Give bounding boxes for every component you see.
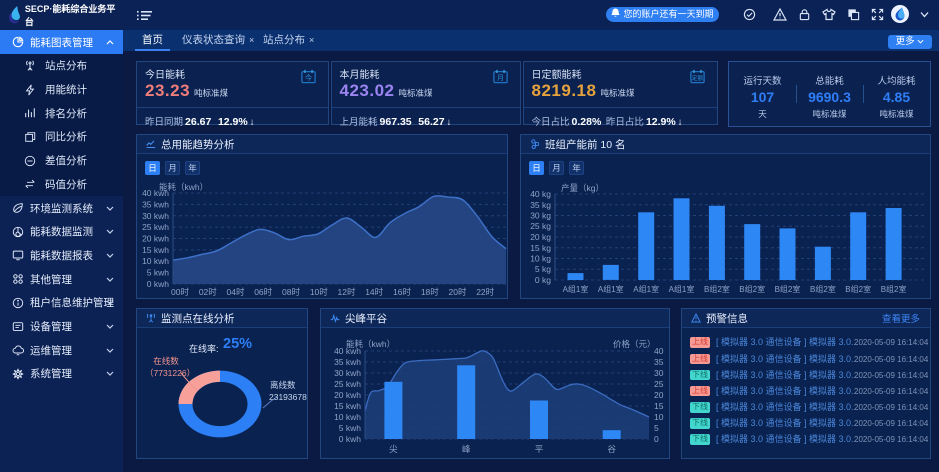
svg-text:22时: 22时 [476,287,494,297]
svg-text:A组1室: A组1室 [563,284,589,294]
svg-text:0 kg: 0 kg [535,275,551,285]
svg-text:16时: 16时 [393,287,411,297]
svg-text:定额: 定额 [692,74,704,82]
svg-text:A组1室: A组1室 [633,284,659,294]
svg-text:25 kwh: 25 kwh [334,379,361,389]
svg-text:18时: 18时 [421,287,439,297]
svg-text:20时: 20时 [449,287,467,297]
svg-text:5: 5 [654,423,659,433]
svg-text:02时: 02时 [199,287,217,297]
svg-text:A组1室: A组1室 [598,284,624,294]
svg-text:12时: 12时 [338,287,356,297]
svg-text:10: 10 [654,412,664,422]
svg-text:40 kwh: 40 kwh [334,346,361,356]
svg-text:23193678: 23193678 [269,392,307,402]
svg-text:10 kwh: 10 kwh [142,256,169,266]
svg-text:30 kwh: 30 kwh [142,211,169,221]
svg-text:15 kg: 15 kg [530,243,551,253]
svg-text:20 kg: 20 kg [530,232,551,242]
svg-text:0: 0 [654,434,659,444]
svg-text:25 kwh: 25 kwh [142,222,169,232]
svg-text:08时: 08时 [282,287,300,297]
svg-text:B组2室: B组2室 [845,284,871,294]
svg-text:20 kwh: 20 kwh [334,390,361,400]
svg-text:月: 月 [496,74,503,82]
svg-text:B组2室: B组2室 [881,284,907,294]
svg-text:平: 平 [535,444,544,454]
svg-text:30 kg: 30 kg [530,211,551,221]
svg-text:10 kg: 10 kg [530,254,551,264]
svg-text:14时: 14时 [365,287,383,297]
svg-text:25: 25 [654,379,664,389]
svg-text:40 kwh: 40 kwh [142,188,169,198]
svg-text:40 kg: 40 kg [530,189,551,199]
svg-text:谷: 谷 [607,444,616,454]
svg-text:35: 35 [654,357,664,367]
svg-text:40: 40 [654,346,664,356]
svg-text:25 kg: 25 kg [530,221,551,231]
svg-text:20: 20 [654,390,664,400]
svg-text:离线数: 离线数 [270,380,296,390]
svg-text:35 kg: 35 kg [530,200,551,210]
svg-text:B组2室: B组2室 [739,284,765,294]
svg-text:10时: 10时 [310,287,328,297]
svg-text:30: 30 [654,368,664,378]
svg-text:B组2室: B组2室 [775,284,801,294]
svg-text:A组1室: A组1室 [669,284,695,294]
svg-text:B组2室: B组2室 [704,284,730,294]
svg-text:B组2室: B组2室 [810,284,836,294]
svg-text:5 kg: 5 kg [535,264,551,274]
svg-text:04时: 04时 [227,287,245,297]
svg-text:今: 今 [304,73,311,82]
svg-text:峰: 峰 [462,444,471,454]
svg-text:5 kwh: 5 kwh [147,268,169,278]
svg-text:30 kwh: 30 kwh [334,368,361,378]
svg-text:15: 15 [654,401,664,411]
svg-text:35 kwh: 35 kwh [334,357,361,367]
svg-text:20 kwh: 20 kwh [142,234,169,244]
svg-text:06时: 06时 [254,287,272,297]
svg-text:15 kwh: 15 kwh [142,245,169,255]
svg-text:0 kwh: 0 kwh [147,279,169,289]
svg-text:5 kwh: 5 kwh [339,423,361,433]
svg-text:35 kwh: 35 kwh [142,199,169,209]
svg-text:0 kwh: 0 kwh [339,434,361,444]
svg-text:10 kwh: 10 kwh [334,412,361,422]
svg-text:15 kwh: 15 kwh [334,401,361,411]
svg-text:00时: 00时 [171,287,189,297]
svg-text:尖: 尖 [389,444,398,454]
